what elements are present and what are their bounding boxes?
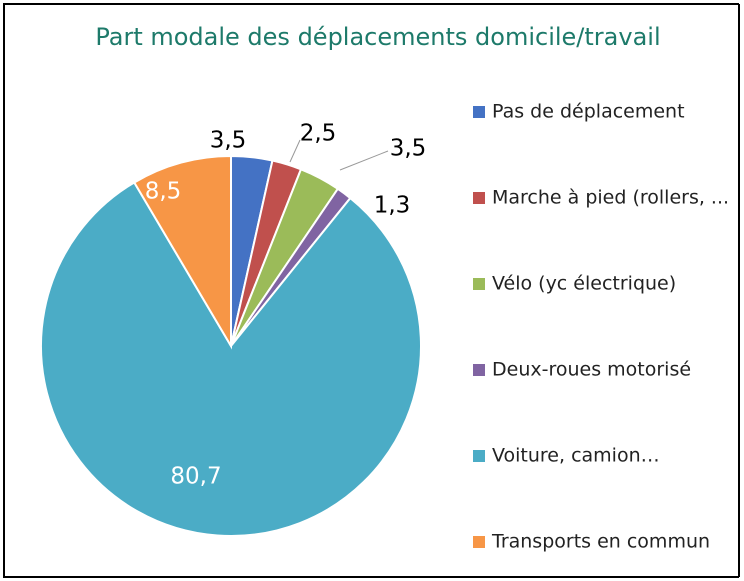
legend-swatch <box>473 192 485 204</box>
data-label: 3,5 <box>390 136 427 162</box>
chart-title: Part modale des déplacements domicile/tr… <box>95 23 660 51</box>
legend-label: Transports en commun <box>491 531 710 553</box>
leader-line <box>289 139 301 163</box>
legend-label: Voiture, camion… <box>492 445 660 467</box>
data-label: 1,3 <box>374 193 411 219</box>
data-label: 3,5 <box>210 128 247 154</box>
frame-edge <box>739 0 744 581</box>
leader-line <box>339 150 389 171</box>
data-label: 8,5 <box>145 179 182 205</box>
data-label: 2,5 <box>300 121 337 147</box>
data-label: 80,7 <box>170 464 221 490</box>
legend-swatch <box>473 536 485 548</box>
legend-label: Marche à pied (rollers, ... <box>492 187 729 209</box>
pie-slice <box>40 181 422 537</box>
legend-label: Vélo (yc électrique) <box>492 273 676 295</box>
legend-label: Deux-roues motorisé <box>492 359 691 381</box>
legend-swatch <box>473 364 485 376</box>
legend-swatch <box>473 450 485 462</box>
pie-slice <box>132 154 232 350</box>
legend-swatch <box>473 278 485 290</box>
legend-label: Pas de déplacement <box>492 101 685 123</box>
legend-swatch <box>473 106 485 118</box>
